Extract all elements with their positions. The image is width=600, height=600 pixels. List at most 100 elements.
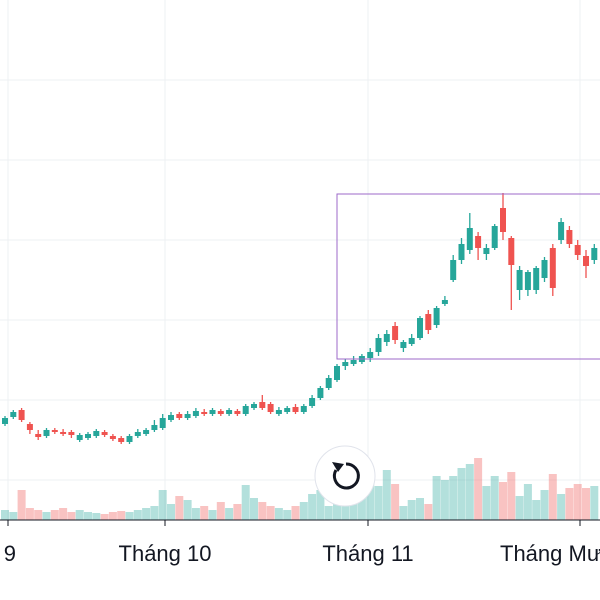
volume-bar	[17, 490, 26, 520]
candle-body	[275, 410, 282, 414]
candle-body	[143, 430, 150, 434]
volume-bar	[582, 488, 590, 520]
candle-body	[417, 318, 423, 338]
candle-body	[383, 334, 390, 342]
volume-bar	[449, 476, 458, 520]
volume-bar	[399, 506, 408, 520]
reset-icon	[332, 462, 360, 490]
volume-bar	[532, 500, 541, 520]
volume-bar	[216, 502, 225, 520]
volume-bar	[50, 510, 59, 520]
candle-body	[60, 432, 67, 434]
candle-body	[292, 407, 299, 412]
candle-body	[508, 238, 515, 265]
candle-body	[491, 226, 498, 248]
volume-bar	[465, 464, 474, 520]
candle-body	[541, 260, 548, 278]
range-box	[336, 193, 600, 360]
volume-bar	[125, 512, 134, 520]
x-tick-label: Tháng Mười Hai	[500, 541, 600, 566]
candle-body	[466, 228, 473, 250]
candle-body	[159, 418, 166, 428]
candle-body	[367, 352, 374, 358]
volume-bar	[432, 476, 441, 520]
candle-body	[284, 408, 291, 412]
volume-bar	[565, 488, 574, 520]
volume-bar	[175, 496, 184, 520]
volume-bar	[324, 506, 333, 520]
candle-body	[325, 378, 332, 388]
candle-body	[26, 424, 33, 430]
candle-body	[184, 414, 191, 418]
candle-body	[234, 411, 241, 414]
grid	[0, 0, 600, 520]
volume-bar	[150, 506, 159, 520]
volume-bar	[499, 482, 507, 520]
candle-body	[500, 208, 506, 232]
volume-bar	[59, 508, 68, 520]
candle-body	[317, 388, 324, 398]
candle-body	[201, 412, 208, 414]
volume-bar	[424, 504, 433, 520]
volume-bar	[440, 480, 449, 520]
volume-bar	[225, 508, 234, 520]
candle-body	[168, 415, 174, 420]
candle-body	[574, 245, 581, 255]
x-tick-label: 9	[4, 541, 16, 566]
reset-button-bg[interactable]	[314, 445, 376, 507]
candle-body	[151, 425, 158, 430]
candle-body	[392, 326, 399, 340]
volume-bar	[117, 511, 126, 520]
candle-body	[334, 366, 340, 380]
volume-bar	[233, 504, 242, 520]
x-tick-label: Tháng 11	[322, 541, 413, 566]
volume-bar	[366, 476, 375, 520]
candle-body	[516, 270, 523, 290]
volume-bar	[482, 486, 491, 520]
volume-bar	[266, 506, 275, 520]
volume-bar	[133, 510, 142, 520]
candle-body	[118, 438, 125, 442]
volume-bar	[75, 510, 84, 520]
volume-bar	[573, 484, 582, 520]
volume-bar	[540, 490, 549, 520]
candle-body	[2, 418, 8, 424]
volume-bar	[108, 512, 117, 520]
volume-bar	[183, 500, 192, 520]
volume-bar	[407, 500, 416, 520]
candle-body	[259, 402, 266, 408]
candle-body	[35, 434, 42, 437]
volume-bar	[507, 472, 516, 520]
candle-body	[76, 435, 83, 440]
candle-body	[458, 244, 465, 260]
candle-body	[549, 248, 556, 288]
volume-bar	[200, 506, 209, 520]
candle-body	[400, 342, 407, 348]
volume-bar	[142, 508, 151, 520]
volume-bar	[1, 510, 9, 520]
candle-body	[524, 272, 531, 290]
volume-bar	[316, 490, 325, 520]
reset-icon-arrow	[332, 462, 344, 472]
volume-bar	[391, 484, 400, 520]
volume-bar	[158, 490, 167, 520]
volume-bar	[67, 512, 76, 520]
reset-button[interactable]	[314, 445, 376, 507]
candle-body	[242, 406, 249, 414]
candle-body	[408, 338, 415, 344]
candle-body	[441, 300, 448, 304]
candle-body	[101, 432, 108, 435]
x-axis-labels: 9 Tháng 10 Tháng 11 Tháng Mười Hai	[4, 520, 600, 566]
volume-bar	[42, 512, 51, 520]
candle-body	[425, 314, 432, 330]
volume-bar	[274, 508, 283, 520]
candle-body	[109, 436, 116, 439]
candle-body	[51, 430, 58, 432]
volume-bar	[474, 458, 483, 520]
candle-body	[583, 256, 589, 266]
candle-body	[433, 308, 440, 325]
candle-body	[192, 411, 199, 416]
volume-bar	[382, 470, 391, 520]
candle-body	[342, 362, 349, 366]
volume-bar	[92, 513, 101, 520]
